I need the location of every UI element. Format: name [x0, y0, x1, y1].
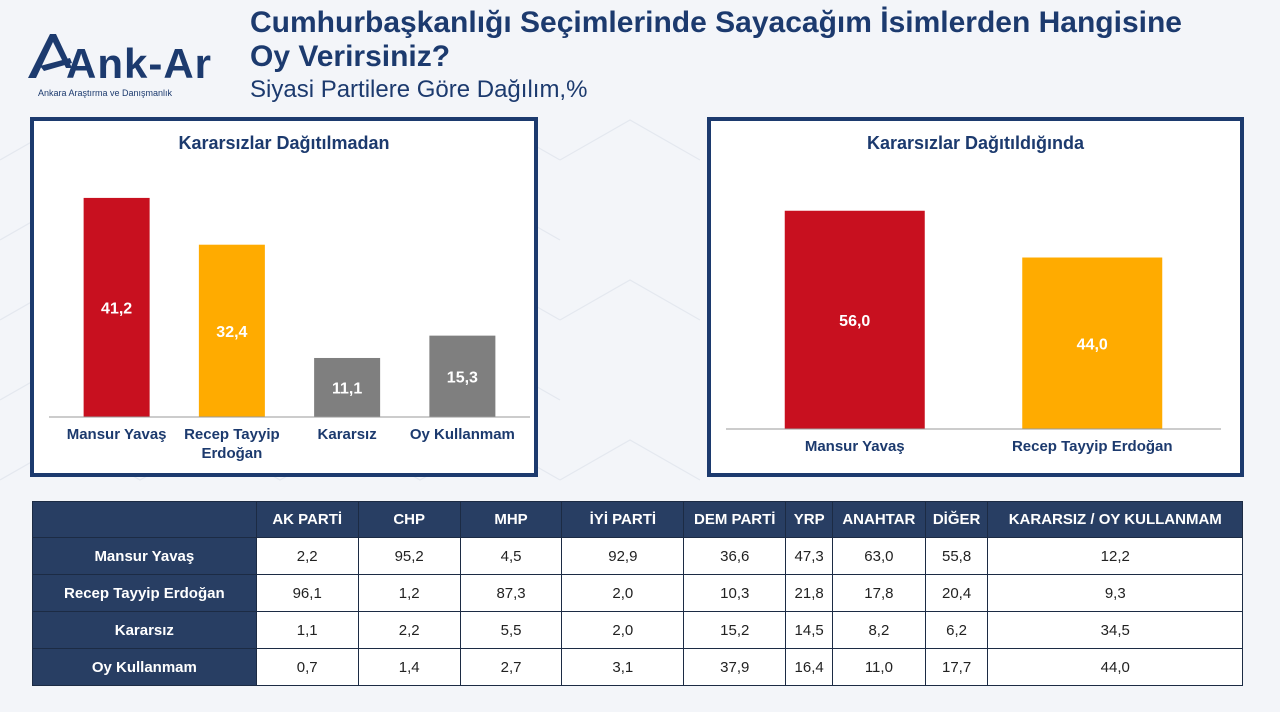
table-cell: 2,7	[459, 648, 563, 686]
column-header: DİĞER	[924, 501, 989, 538]
table-cell: 1,2	[357, 574, 461, 612]
column-header: KARARSIZ / OY KULLANMAM	[987, 501, 1243, 538]
table-cell: 34,5	[987, 611, 1243, 649]
table-cell: 2,0	[561, 611, 685, 649]
bar-value-label: 11,1	[332, 380, 362, 397]
table-corner-cell	[32, 501, 257, 538]
logo-a-mark-icon	[28, 34, 72, 78]
bar-value-label: 41,2	[101, 300, 132, 317]
category-label: Recep Tayyip Erdoğan	[184, 426, 280, 462]
table-row: Kararsız 1,1 2,2 5,5 2,0 15,2 14,5 8,2 6,2 34,5	[32, 611, 1243, 649]
bar	[314, 357, 381, 417]
bar-value-label: 15,3	[447, 369, 478, 386]
table-cell: 5,5	[459, 611, 563, 649]
table-cell: 92,9	[561, 537, 685, 575]
column-header: CHP	[357, 501, 461, 538]
table-row: Mansur Yavaş 2,2 95,2 4,5 92,9 36,6 47,3 63,0 55…	[32, 537, 1243, 575]
table-cell: 96,1	[255, 574, 359, 612]
table-cell: 47,3	[785, 537, 834, 575]
chart-panel-undecided-distributed: Kararsızlar Dağıtıldığında 56,0 Mansur Ya…	[707, 117, 1244, 477]
page-subtitle: Siyasi Partilere Göre Dağılım,%	[250, 76, 588, 103]
table-cell: 36,6	[683, 537, 787, 575]
category-label: Mansur Yavaş	[805, 438, 905, 455]
column-header: MHP	[459, 501, 563, 538]
chart-title: Kararsızlar Dağıtıldığında	[866, 133, 1085, 153]
bar	[429, 335, 496, 417]
page-title: Cumhurbaşkanlığı Seçimlerinde Sayacağım …	[250, 6, 1182, 73]
bar	[1022, 257, 1163, 429]
table-cell: 11,0	[832, 648, 926, 686]
table-cell: 2,2	[357, 611, 461, 649]
table-cell: 17,7	[924, 648, 989, 686]
table-cell: 17,8	[832, 574, 926, 612]
table-cell: 87,3	[459, 574, 563, 612]
category-label: Mansur Yavaş	[67, 426, 167, 443]
category-label: Oy Kullanmam	[410, 426, 515, 443]
table-cell: 37,9	[683, 648, 787, 686]
table-cell: 2,2	[255, 537, 359, 575]
table-cell: 15,2	[683, 611, 787, 649]
table-cell: 2,0	[561, 574, 685, 612]
category-label: Recep Tayyip Erdoğan	[1012, 438, 1173, 455]
bar-chart-undecided-distributed: 56,0 Mansur Yavaş 44,0 Recep Tayyip Erdoğan	[726, 210, 1221, 455]
table-cell: 3,1	[561, 648, 685, 686]
bar	[83, 197, 150, 417]
bar-value-label: 32,4	[216, 324, 247, 341]
row-header: Mansur Yavaş	[32, 537, 257, 575]
table-cell: 20,4	[924, 574, 989, 612]
table-header-row: AK PARTİ CHP MHP İYİ PARTİ DEM PARTİ YRP ANAHT…	[32, 501, 1243, 538]
table-cell: 12,2	[987, 537, 1243, 575]
column-header: AK PARTİ	[255, 501, 359, 538]
column-header: ANAHTAR	[832, 501, 926, 538]
table-row: Recep Tayyip Erdoğan 96,1 1,2 87,3 2,0 10,3 21…	[32, 574, 1243, 612]
logo-tagline: Ankara Araştırma ve Danışmanlık	[38, 88, 173, 98]
row-header: Recep Tayyip Erdoğan	[32, 574, 257, 612]
party-distribution-table: AK PARTİ CHP MHP İYİ PARTİ DEM PARTİ YRP ANAHT…	[32, 501, 1243, 686]
table-cell: 10,3	[683, 574, 787, 612]
column-header: DEM PARTİ	[683, 501, 787, 538]
table-cell: 21,8	[785, 574, 834, 612]
table-cell: 1,4	[357, 648, 461, 686]
table-cell: 0,7	[255, 648, 359, 686]
table-cell: 6,2	[924, 611, 989, 649]
table-cell: 4,5	[459, 537, 563, 575]
table-cell: 14,5	[785, 611, 834, 649]
bar-value-label: 56,0	[839, 313, 870, 330]
bar	[784, 210, 925, 429]
row-header: Kararsız	[32, 611, 257, 649]
bar-value-label: 44,0	[1077, 336, 1108, 353]
table-cell: 1,1	[255, 611, 359, 649]
chart-title: Kararsızlar Dağıtılmadan	[178, 133, 390, 153]
table-cell: 16,4	[785, 648, 834, 686]
table-cell: 44,0	[987, 648, 1243, 686]
table-row: Oy Kullanmam 0,7 1,4 2,7 3,1 37,9 16,4 11,0 17,7…	[32, 648, 1243, 686]
bar-chart-undecided-not-distributed: 41,2 Mansur Yavaş 32,4 Recep Tayyip Erdoğan 1…	[49, 197, 530, 462]
logo-wordmark: Ank-Ar	[66, 40, 213, 87]
table-cell: 95,2	[357, 537, 461, 575]
chart-panel-undecided-not-distributed: Kararsızlar Dağıtılmadan 41,2 Mansur Yava…	[30, 117, 538, 477]
table-cell: 55,8	[924, 537, 989, 575]
category-label: Kararsız	[318, 426, 377, 443]
table-cell: 63,0	[832, 537, 926, 575]
row-header: Oy Kullanmam	[32, 648, 257, 686]
table-cell: 8,2	[832, 611, 926, 649]
column-header: İYİ PARTİ	[561, 501, 685, 538]
table-cell: 9,3	[987, 574, 1243, 612]
column-header: YRP	[785, 501, 834, 538]
bar	[198, 244, 265, 417]
company-logo: Ank-Ar Ankara Araştırma ve Danışmanlık	[26, 28, 216, 108]
